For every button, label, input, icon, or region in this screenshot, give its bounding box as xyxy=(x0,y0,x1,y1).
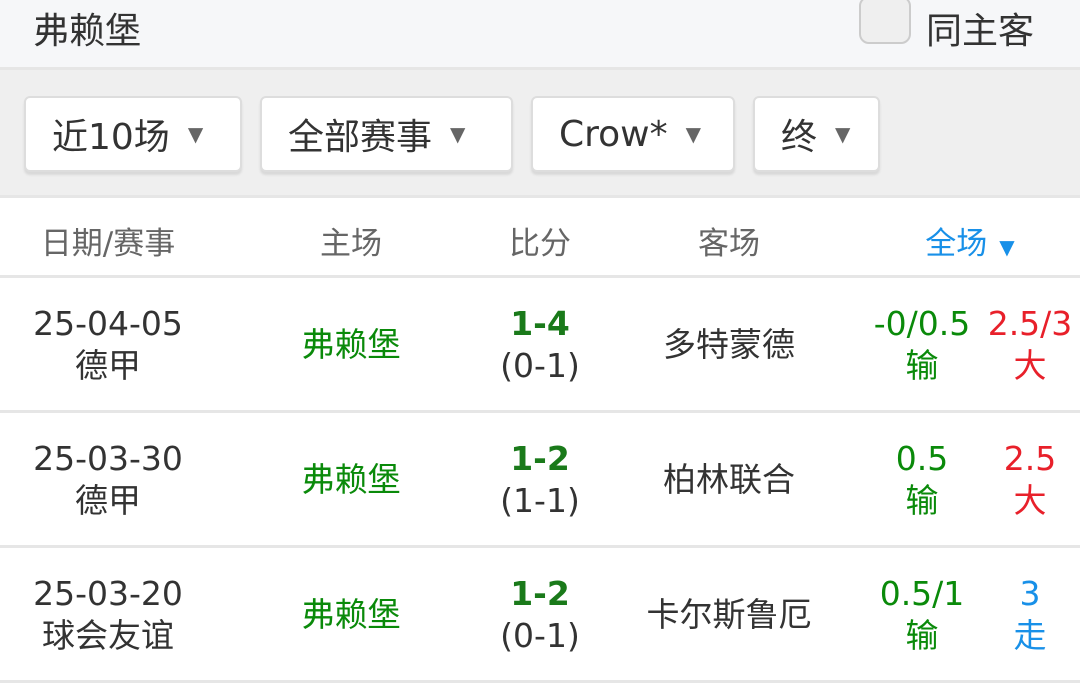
caret-down-icon: ▼ xyxy=(685,122,702,146)
full-score: 1-2 xyxy=(510,574,570,613)
match-row[interactable]: 25-04-05 德甲 弗赖堡 1-4 (0-1) 多特蒙德 -0/0.5 输 2.5… xyxy=(0,278,1080,413)
full-score: 1-4 xyxy=(510,304,570,343)
team-title: 弗赖堡 xyxy=(33,11,142,52)
col-full-dropdown[interactable]: 全场 ▼ xyxy=(925,218,1014,263)
league: 球会友谊 xyxy=(41,616,174,655)
top-bar: 弗赖堡 同主客 xyxy=(0,0,1080,70)
home-team[interactable]: 弗赖堡 xyxy=(301,460,401,499)
handicap-result: 输 xyxy=(905,346,939,385)
handicap-result: 输 xyxy=(905,616,939,655)
half-score: (0-1) xyxy=(500,616,580,655)
dropdown-label: Crow* xyxy=(559,113,668,155)
match-date: 25-03-30 xyxy=(33,439,183,478)
match-date: 25-04-05 xyxy=(33,304,183,343)
col-score: 比分 xyxy=(509,226,571,262)
ou-line: 2.5/3 xyxy=(987,304,1073,343)
handicap: -0/0.5 输 xyxy=(874,303,971,387)
table-header: 日期/赛事 主场 比分 客场 全场 ▼ xyxy=(0,198,1080,278)
competition-dropdown[interactable]: 全部赛事 ▼ xyxy=(260,96,513,172)
col-away: 客场 xyxy=(698,226,760,262)
match-row[interactable]: 25-03-30 德甲 弗赖堡 1-2 (1-1) 柏林联合 0.5 输 2.5 大 xyxy=(0,413,1080,548)
handicap: 0.5/1 输 xyxy=(880,573,965,657)
same-home-away-checkbox[interactable] xyxy=(859,0,911,44)
handicap-line: -0/0.5 xyxy=(873,304,971,343)
ou-result: 走 xyxy=(1013,616,1047,655)
date-league: 25-03-20 球会友谊 xyxy=(33,573,183,657)
recent-count-dropdown[interactable]: 近10场 ▼ xyxy=(24,96,242,172)
odds-type-dropdown[interactable]: 终 ▼ xyxy=(753,96,880,172)
league: 德甲 xyxy=(74,346,141,385)
dropdown-label: 全部赛事 xyxy=(288,117,433,158)
score: 1-2 (0-1) xyxy=(500,573,580,657)
match-row[interactable]: 25-03-20 球会友谊 弗赖堡 1-2 (0-1) 卡尔斯鲁厄 0.5/1 输 3… xyxy=(0,548,1080,683)
col-full-label: 全场 xyxy=(925,226,988,262)
col-date: 日期/赛事 xyxy=(40,226,176,262)
caret-down-icon: ▼ xyxy=(835,122,851,146)
caret-down-icon: ▼ xyxy=(187,122,204,146)
over-under: 2.5/3 大 xyxy=(988,303,1073,387)
ou-result: 大 xyxy=(1013,346,1047,385)
match-date: 25-03-20 xyxy=(33,574,183,613)
score: 1-2 (1-1) xyxy=(500,438,580,522)
ou-line: 2.5 xyxy=(1003,439,1057,478)
home-team[interactable]: 弗赖堡 xyxy=(301,325,401,364)
bookmaker-dropdown[interactable]: Crow* ▼ xyxy=(531,96,735,172)
filter-bar: 近10场 ▼ 全部赛事 ▼ Crow* ▼ 终 ▼ xyxy=(0,70,1080,198)
league: 德甲 xyxy=(74,481,141,520)
ou-result: 大 xyxy=(1013,481,1047,520)
away-team[interactable]: 柏林联合 xyxy=(663,460,795,499)
handicap-line: 0.5 xyxy=(895,439,949,478)
dropdown-label: 近10场 xyxy=(52,117,170,158)
handicap: 0.5 输 xyxy=(896,438,948,522)
col-home: 主场 xyxy=(320,226,382,262)
half-score: (1-1) xyxy=(500,481,580,520)
half-score: (0-1) xyxy=(500,346,580,385)
handicap-result: 输 xyxy=(905,481,939,520)
date-league: 25-03-30 德甲 xyxy=(33,438,183,522)
ou-line: 3 xyxy=(1019,574,1041,613)
caret-down-icon: ▼ xyxy=(450,122,466,146)
handicap-line: 0.5/1 xyxy=(879,574,965,613)
score: 1-4 (0-1) xyxy=(500,303,580,387)
away-team[interactable]: 卡尔斯鲁厄 xyxy=(646,595,812,634)
full-score: 1-2 xyxy=(510,439,570,478)
dropdown-label: 终 xyxy=(781,117,818,158)
same-home-away-label[interactable]: 同主客 xyxy=(926,11,1035,52)
home-team[interactable]: 弗赖堡 xyxy=(301,595,401,634)
away-team[interactable]: 多特蒙德 xyxy=(663,325,795,364)
date-league: 25-04-05 德甲 xyxy=(33,303,183,387)
over-under: 2.5 大 xyxy=(1004,438,1056,522)
caret-down-icon: ▼ xyxy=(999,235,1015,259)
